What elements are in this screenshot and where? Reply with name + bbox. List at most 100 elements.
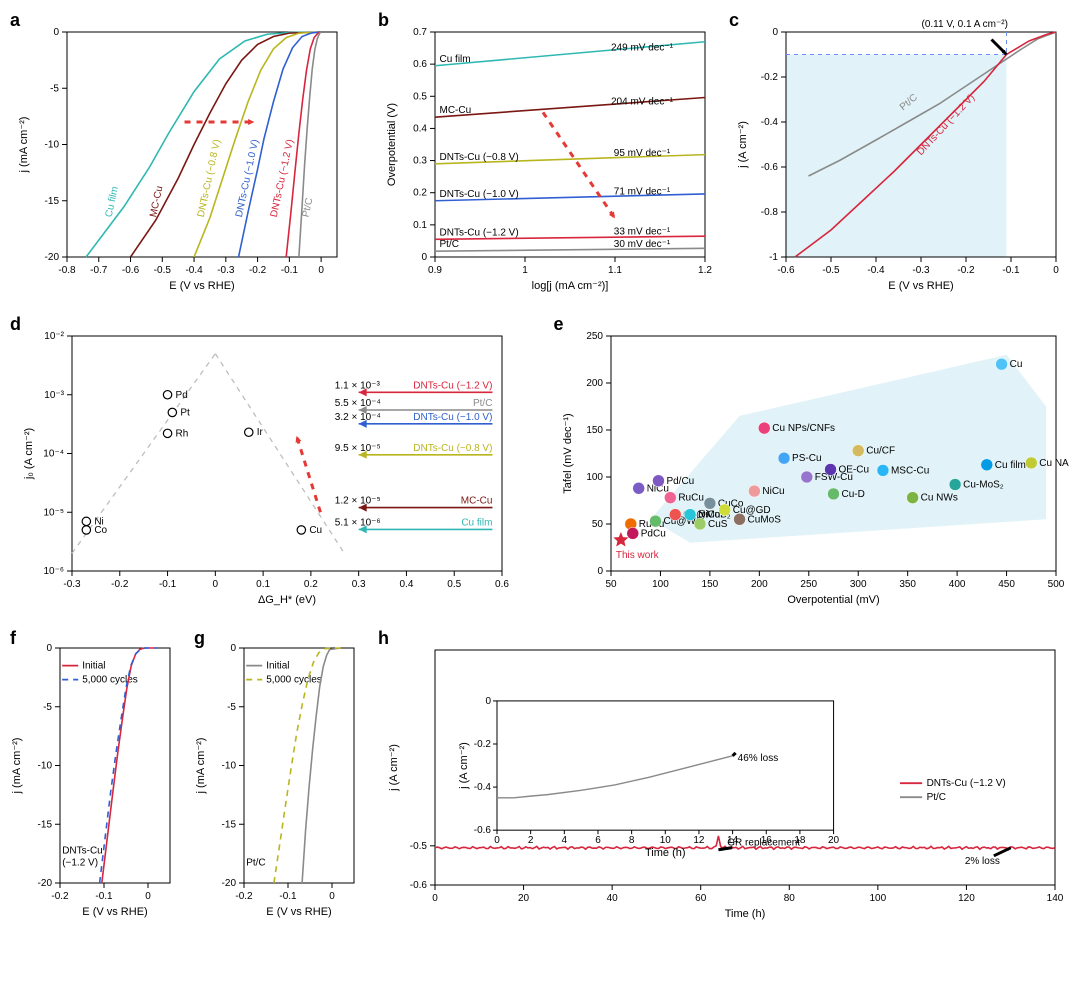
- svg-text:-0.2: -0.2: [111, 579, 129, 590]
- svg-text:-0.1: -0.1: [95, 891, 113, 902]
- svg-text:Cu NWs: Cu NWs: [920, 493, 957, 504]
- svg-text:DNTs-Cu (−0.8 V): DNTs-Cu (−0.8 V): [196, 139, 223, 219]
- svg-text:Rh: Rh: [176, 428, 189, 439]
- svg-text:150: 150: [586, 425, 603, 436]
- svg-text:DNTs-Cu (−0.8 V): DNTs-Cu (−0.8 V): [440, 152, 519, 163]
- svg-text:DNTs-Cu (−1.2 V): DNTs-Cu (−1.2 V): [927, 778, 1006, 789]
- svg-text:j (mA cm⁻²): j (mA cm⁻²): [196, 738, 207, 795]
- svg-text:250: 250: [800, 579, 817, 590]
- svg-text:-5: -5: [227, 702, 236, 713]
- svg-text:-0.5: -0.5: [410, 841, 428, 852]
- svg-text:0.7: 0.7: [413, 27, 427, 38]
- svg-text:20: 20: [518, 893, 530, 904]
- svg-text:Pd: Pd: [176, 390, 188, 401]
- svg-text:Pt/C: Pt/C: [473, 398, 492, 409]
- panel-a-chart: -0.8-0.7-0.6-0.5-0.4-0.3-0.2-0.10-20-15-…: [12, 12, 352, 302]
- svg-text:0.3: 0.3: [413, 156, 427, 167]
- panel-g-label: g: [194, 628, 205, 649]
- svg-text:10⁻⁴: 10⁻⁴: [43, 449, 64, 460]
- svg-text:350: 350: [899, 579, 916, 590]
- svg-text:ΔG_H* (eV): ΔG_H* (eV): [258, 594, 316, 606]
- svg-text:300: 300: [849, 579, 866, 590]
- svg-text:DNTs-Cu (−1.0 V): DNTs-Cu (−1.0 V): [440, 189, 519, 200]
- svg-text:50: 50: [605, 579, 617, 590]
- svg-text:MC-Cu: MC-Cu: [440, 105, 472, 116]
- svg-text:0: 0: [230, 643, 236, 654]
- svg-text:RuCu: RuCu: [678, 493, 704, 504]
- svg-text:-10: -10: [222, 761, 237, 772]
- svg-text:Cu/CF: Cu/CF: [866, 446, 895, 457]
- svg-text:12: 12: [693, 835, 705, 846]
- svg-text:-0.5: -0.5: [154, 265, 172, 276]
- svg-text:-10: -10: [38, 761, 53, 772]
- svg-text:-0.7: -0.7: [90, 265, 108, 276]
- panel-h-label: h: [378, 628, 389, 649]
- svg-text:46% loss: 46% loss: [738, 753, 779, 764]
- svg-text:-0.1: -0.1: [281, 265, 299, 276]
- svg-text:Pd/Cu: Pd/Cu: [666, 476, 694, 487]
- svg-text:204 mV dec⁻¹: 204 mV dec⁻¹: [611, 96, 674, 107]
- svg-text:-15: -15: [38, 819, 53, 830]
- svg-text:MC-Cu: MC-Cu: [461, 496, 493, 507]
- svg-text:0: 0: [213, 579, 219, 590]
- svg-text:j (A cm⁻²): j (A cm⁻²): [737, 121, 749, 169]
- svg-text:MC-Cu: MC-Cu: [148, 185, 165, 218]
- panel-e-chart: 5010015020025030035040045050005010015020…: [556, 316, 1076, 616]
- svg-text:MSC-Cu: MSC-Cu: [890, 465, 928, 476]
- svg-text:1.2: 1.2: [698, 265, 712, 276]
- panel-d: d -0.3-0.2-0.100.10.20.30.40.50.610⁻⁶10⁻…: [12, 316, 542, 616]
- svg-text:j (A cm⁻²): j (A cm⁻²): [388, 744, 400, 792]
- svg-text:Cu film: Cu film: [440, 54, 471, 65]
- svg-text:-0.2: -0.2: [51, 891, 69, 902]
- svg-text:0.1: 0.1: [256, 579, 270, 590]
- svg-text:E (V vs RHE): E (V vs RHE): [82, 906, 147, 918]
- svg-text:Cu: Cu: [309, 525, 322, 536]
- svg-text:Pt/C: Pt/C: [246, 857, 265, 868]
- svg-text:-0.6: -0.6: [777, 265, 795, 276]
- svg-text:Time (h): Time (h): [725, 908, 766, 920]
- panel-b-label: b: [378, 10, 389, 31]
- svg-text:400: 400: [948, 579, 965, 590]
- svg-text:-0.2: -0.2: [957, 265, 975, 276]
- svg-text:200: 200: [750, 579, 767, 590]
- svg-text:10: 10: [660, 835, 672, 846]
- svg-text:5,000 cycles: 5,000 cycles: [266, 675, 322, 686]
- svg-text:-5: -5: [43, 702, 52, 713]
- svg-text:-10: -10: [45, 140, 60, 151]
- svg-text:Co: Co: [94, 525, 107, 536]
- svg-text:-0.8: -0.8: [58, 265, 76, 276]
- svg-text:0: 0: [597, 566, 603, 577]
- svg-text:120: 120: [958, 893, 975, 904]
- svg-text:10⁻³: 10⁻³: [44, 390, 64, 401]
- figure-grid: a -0.8-0.7-0.6-0.5-0.4-0.3-0.2-0.10-20-1…: [12, 12, 1068, 930]
- panel-d-chart: -0.3-0.2-0.100.10.20.30.40.50.610⁻⁶10⁻⁵1…: [12, 316, 532, 616]
- svg-text:-15: -15: [222, 819, 237, 830]
- svg-text:0: 0: [421, 252, 427, 263]
- svg-text:0.4: 0.4: [413, 123, 427, 134]
- panel-a-label: a: [10, 10, 20, 31]
- svg-text:80: 80: [784, 893, 796, 904]
- panel-g-chart: -0.2-0.10-20-15-10-50E (V vs RHE)j (mA c…: [196, 630, 366, 930]
- svg-text:Overpotential (mV): Overpotential (mV): [787, 594, 879, 606]
- svg-text:-0.3: -0.3: [912, 265, 930, 276]
- svg-text:-0.1: -0.1: [159, 579, 177, 590]
- panel-b-chart: 0.911.11.200.10.20.30.40.50.60.7log[j (m…: [380, 12, 720, 302]
- svg-text:10⁻⁵: 10⁻⁵: [43, 507, 64, 518]
- svg-text:-1: -1: [769, 252, 778, 263]
- svg-text:0.5: 0.5: [413, 91, 427, 102]
- svg-text:0: 0: [432, 893, 438, 904]
- svg-text:Cu-D: Cu-D: [841, 489, 864, 500]
- panel-c-label: c: [729, 10, 739, 31]
- svg-text:NiCu: NiCu: [762, 486, 784, 497]
- svg-text:1.1 × 10⁻³: 1.1 × 10⁻³: [335, 380, 381, 391]
- svg-text:3.2 × 10⁻⁴: 3.2 × 10⁻⁴: [335, 412, 381, 423]
- svg-text:60: 60: [695, 893, 707, 904]
- svg-text:0.2: 0.2: [413, 188, 427, 199]
- svg-text:-0.4: -0.4: [474, 782, 492, 793]
- svg-text:6: 6: [595, 835, 601, 846]
- svg-text:2% loss: 2% loss: [965, 856, 1000, 867]
- svg-text:PdCu: PdCu: [640, 528, 665, 539]
- svg-text:249 mV dec⁻¹: 249 mV dec⁻¹: [611, 43, 674, 54]
- svg-text:-0.3: -0.3: [217, 265, 235, 276]
- svg-text:500: 500: [1047, 579, 1064, 590]
